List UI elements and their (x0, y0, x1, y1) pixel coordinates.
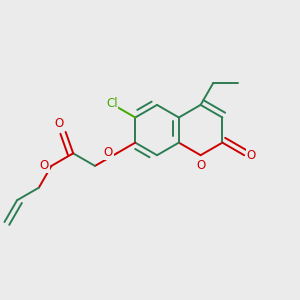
Text: Cl: Cl (106, 97, 118, 110)
Text: O: O (104, 146, 113, 159)
Text: O: O (196, 159, 206, 172)
Text: O: O (40, 159, 49, 172)
Text: O: O (55, 117, 64, 130)
Text: O: O (247, 149, 256, 162)
